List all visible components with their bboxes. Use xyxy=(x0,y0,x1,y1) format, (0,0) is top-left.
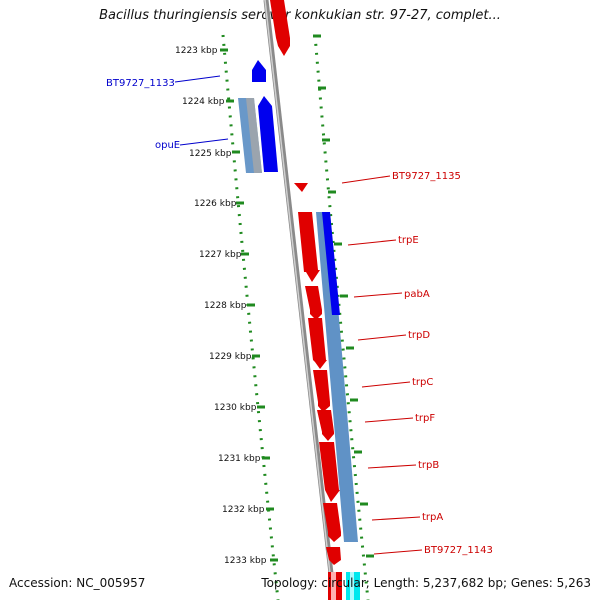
gene-label-trpf[interactable]: trpF xyxy=(415,413,435,424)
tick-label: 1232 kbp xyxy=(222,505,265,515)
gene-arrow xyxy=(308,318,327,369)
gene-arrow xyxy=(270,0,290,56)
feature-band-left-gray xyxy=(246,98,262,173)
reverse-genes[interactable] xyxy=(252,60,340,315)
tick-label: 1229 kbp xyxy=(209,352,252,362)
leader-line xyxy=(174,75,221,83)
gene-arrow xyxy=(294,183,308,192)
tick-label: 1228 kbp xyxy=(204,301,247,311)
major-ticks xyxy=(220,34,374,562)
gene-label-bt9727-1143[interactable]: BT9727_1143 xyxy=(424,545,493,556)
gene-label-trpe[interactable]: trpE xyxy=(398,235,419,246)
gene-label-trpc[interactable]: trpC xyxy=(412,377,433,388)
tick-label: 1227 kbp xyxy=(199,250,242,260)
gene-arrow xyxy=(323,503,341,542)
tick-label: 1226 kbp xyxy=(194,199,237,209)
leader-line xyxy=(179,138,229,146)
gene-arrow xyxy=(319,442,340,502)
tick-label: 1230 kbp xyxy=(214,403,257,413)
genome-title: Bacillus thuringiensis serovar konkukian… xyxy=(99,8,501,23)
gene-arrow xyxy=(322,212,340,315)
gene-label-trpa[interactable]: trpA xyxy=(422,512,443,523)
tick-label: 1225 kbp xyxy=(189,149,232,159)
gene-label-opue[interactable]: opuE xyxy=(155,140,180,151)
gene-arrow xyxy=(298,212,320,282)
tick-label: 1223 kbp xyxy=(175,46,218,56)
accession-text: Accession: NC_005957 xyxy=(9,576,146,590)
tick-label: 1224 kbp xyxy=(182,97,225,107)
gene-arrow xyxy=(252,60,266,82)
gene-arrow xyxy=(317,410,334,441)
feature-cyan-highlight xyxy=(350,572,354,600)
gene-label-paba[interactable]: pabA xyxy=(404,289,430,300)
forward-genes[interactable] xyxy=(270,0,342,600)
gene-label-bt9727-1135[interactable]: BT9727_1135 xyxy=(392,171,461,182)
gene-label-trpb[interactable]: trpB xyxy=(418,460,439,471)
gene-label-trpd[interactable]: trpD xyxy=(408,330,430,341)
backbone-highlight xyxy=(264,0,334,600)
left-tick-rail xyxy=(221,34,280,600)
gene-arrow xyxy=(305,286,322,320)
gene-arrow xyxy=(313,370,330,412)
feature-band-right[interactable] xyxy=(316,212,358,542)
genome-summary-text: Topology: circular; Length: 5,237,682 bp… xyxy=(261,576,591,590)
gene-arrow xyxy=(258,96,278,172)
tick-label: 1233 kbp xyxy=(224,556,267,566)
backbone-line xyxy=(263,0,337,600)
tick-label: 1231 kbp xyxy=(218,454,261,464)
gene-arrow xyxy=(326,547,341,565)
right-leader-lines xyxy=(341,175,423,555)
gene-label-bt9727-1133[interactable]: BT9727_1133 xyxy=(106,78,175,89)
gene-block-highlight xyxy=(331,572,336,600)
